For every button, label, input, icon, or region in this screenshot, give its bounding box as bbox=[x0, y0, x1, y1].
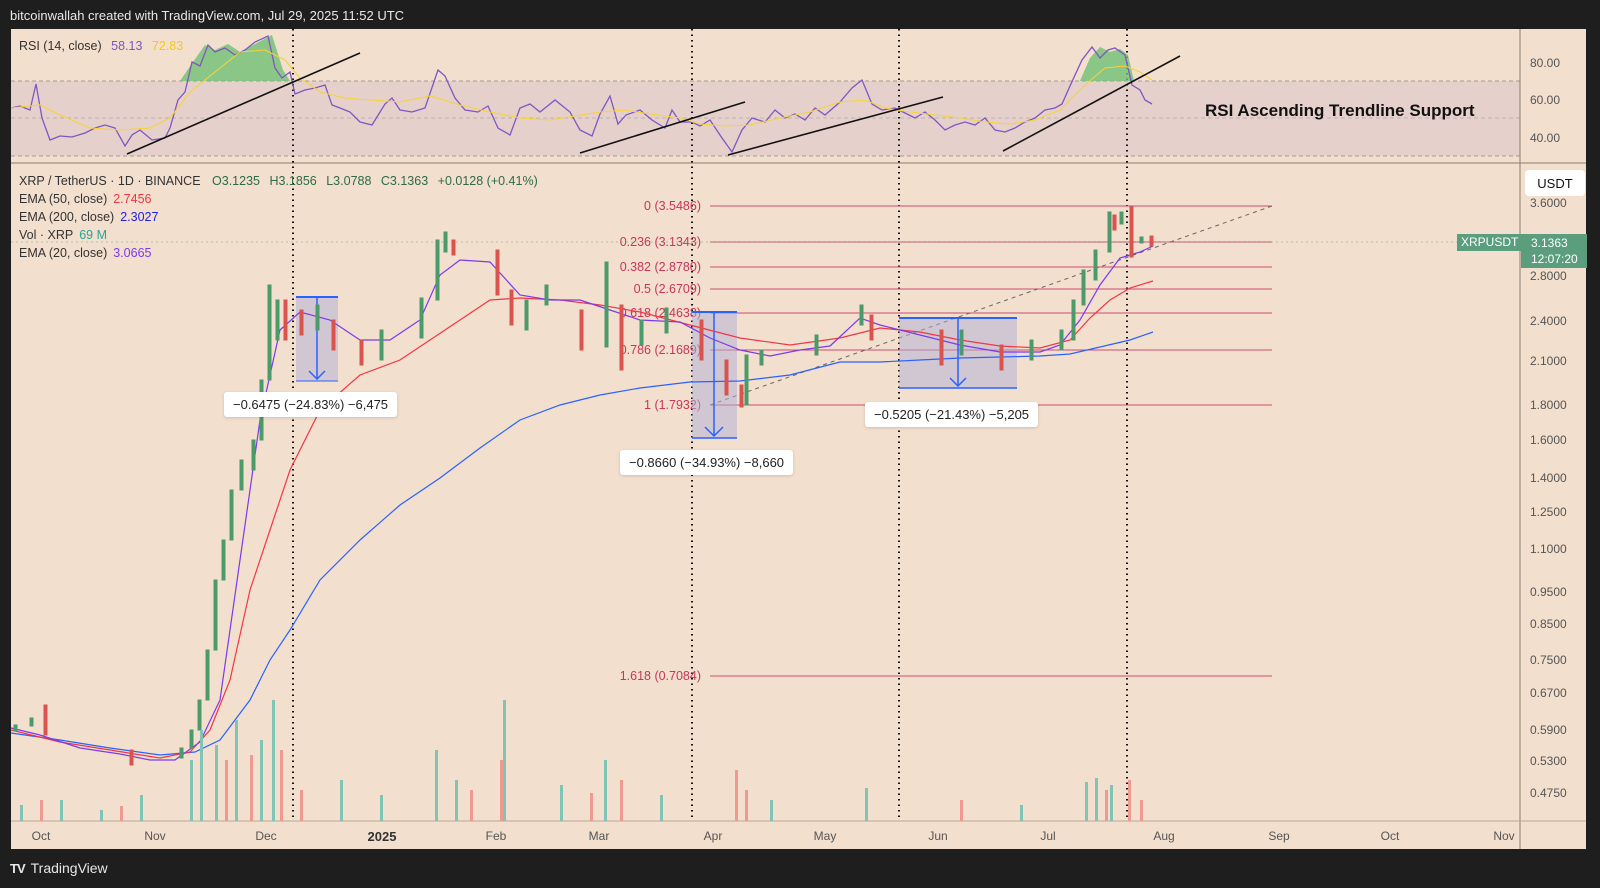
price-ytick: 1.6000 bbox=[1530, 433, 1567, 447]
time-xtick: Apr bbox=[703, 829, 723, 843]
ohlc-high: H3.1856 bbox=[269, 174, 317, 188]
ohlc-close: C3.1363 bbox=[380, 174, 429, 188]
price-ytick: 0.9500 bbox=[1530, 585, 1567, 599]
indicator-ema200[interactable]: EMA (200, close) 2.3027 bbox=[19, 208, 538, 226]
rsi-ytick: 40.00 bbox=[1530, 131, 1561, 145]
price-ytick: 2.1000 bbox=[1530, 354, 1567, 368]
fib-lines bbox=[710, 205, 1272, 677]
symbol-row[interactable]: XRP / TetherUS · 1D · BINANCE O3.1235 H3… bbox=[19, 172, 538, 190]
indicator-value: 2.3027 bbox=[120, 210, 159, 224]
rsi-ytick: 80.00 bbox=[1530, 56, 1561, 70]
time-xtick: Jun bbox=[928, 829, 948, 843]
indicator-value: 69 M bbox=[79, 228, 107, 242]
time-xtick: Mar bbox=[588, 829, 610, 843]
svg-text:0.5 (2.6709): 0.5 (2.6709) bbox=[634, 282, 701, 296]
indicator-label: EMA (20, close) bbox=[19, 246, 108, 260]
price-ytick: 0.6700 bbox=[1530, 686, 1567, 700]
drawdown-label: −0.8660 (−34.93%) −8,660 bbox=[620, 450, 794, 475]
bar-countdown: 12:07:20 bbox=[1531, 252, 1578, 266]
rsi-ma-line bbox=[10, 49, 1153, 131]
svg-text:0.236 (3.1343): 0.236 (3.1343) bbox=[620, 235, 701, 249]
price-ytick: 2.8000 bbox=[1530, 269, 1567, 283]
price-ytick: 1.1000 bbox=[1530, 542, 1567, 556]
ema50-line bbox=[10, 280, 1154, 759]
price-ytick: 0.8500 bbox=[1530, 617, 1567, 631]
time-xtick: Dec bbox=[255, 829, 277, 843]
rsi-ytick: 60.00 bbox=[1530, 93, 1561, 107]
candles bbox=[13, 206, 1154, 766]
price-ytick: 0.5300 bbox=[1530, 754, 1567, 768]
time-xtick: 2025 bbox=[367, 829, 397, 844]
drawdown-label: −0.6475 (−24.83%) −6,475 bbox=[224, 392, 398, 417]
indicator-value: 3.0665 bbox=[113, 246, 152, 260]
price-ytick: 1.8000 bbox=[1530, 398, 1567, 412]
ohlc-change: +0.0128 (+0.41%) bbox=[437, 174, 538, 188]
ohlc-open: O3.1235 bbox=[212, 174, 260, 188]
time-xtick: Oct bbox=[31, 829, 51, 843]
rsi-band bbox=[11, 81, 1520, 156]
ema200-line bbox=[10, 331, 1154, 756]
svg-text:0.382 (2.8780): 0.382 (2.8780) bbox=[620, 260, 701, 274]
price-ytick: 2.4000 bbox=[1530, 314, 1567, 328]
time-xtick: Oct bbox=[1380, 829, 1400, 843]
time-xtick: Nov bbox=[144, 829, 166, 843]
symbol-label: XRP / TetherUS · 1D · BINANCE bbox=[19, 174, 201, 188]
tradingview-branding[interactable]: TV TradingView bbox=[10, 860, 108, 876]
time-xtick: Aug bbox=[1153, 829, 1175, 843]
drawdown-label: −0.5205 (−21.43%) −5,205 bbox=[865, 402, 1039, 427]
svg-text:0 (3.5486): 0 (3.5486) bbox=[644, 199, 701, 213]
chart-credit: bitcoinwallah created with TradingView.c… bbox=[10, 8, 405, 23]
ema20-line bbox=[10, 245, 1154, 761]
currency-button[interactable]: USDT bbox=[1525, 170, 1585, 196]
symbol-price-tag: XRPUSDT bbox=[1457, 234, 1523, 251]
volume-bars bbox=[20, 700, 1143, 821]
rsi-label: RSI (14, close) bbox=[19, 39, 102, 53]
price-ytick: 1.4000 bbox=[1530, 471, 1567, 485]
indicator-value: 2.7456 bbox=[113, 192, 152, 206]
time-xtick: Jul bbox=[1040, 829, 1056, 843]
price-ytick: 0.5900 bbox=[1530, 723, 1567, 737]
svg-text:1.618 (0.7084): 1.618 (0.7084) bbox=[620, 669, 701, 683]
rsi-annotation: RSI Ascending Trendline Support bbox=[1205, 101, 1475, 120]
price-ytick: 1.2500 bbox=[1530, 505, 1567, 519]
main-legend[interactable]: XRP / TetherUS · 1D · BINANCE O3.1235 H3… bbox=[19, 172, 538, 262]
indicator-volume[interactable]: Vol · XRP 69 M bbox=[19, 226, 538, 244]
last-price-tag: 3.1363 12:07:20 bbox=[1521, 234, 1587, 268]
rsi-trendlines bbox=[126, 52, 1181, 156]
price-ytick: 3.6000 bbox=[1530, 196, 1567, 210]
indicator-label: EMA (50, close) bbox=[19, 192, 108, 206]
fib-labels: 0 (3.5486) 0.236 (3.1343) 0.382 (2.8780)… bbox=[620, 199, 701, 683]
last-price: 3.1363 bbox=[1531, 236, 1568, 250]
indicator-ema20[interactable]: EMA (20, close) 3.0665 bbox=[19, 244, 538, 262]
time-xtick: May bbox=[813, 829, 837, 843]
ohlc-low: L3.0788 bbox=[326, 174, 372, 188]
price-ytick: 0.4750 bbox=[1530, 786, 1567, 800]
time-xtick: Nov bbox=[1493, 829, 1515, 843]
brand-name: TradingView bbox=[30, 860, 108, 876]
indicator-ema50[interactable]: EMA (50, close) 2.7456 bbox=[19, 190, 538, 208]
svg-text:0.618 (2.4638): 0.618 (2.4638) bbox=[620, 306, 701, 320]
rsi-ma-value: 72.83 bbox=[151, 39, 184, 53]
svg-text:1 (1.7932): 1 (1.7932) bbox=[644, 398, 701, 412]
svg-text:0.786 (2.1689): 0.786 (2.1689) bbox=[620, 343, 701, 357]
tradingview-logo-icon: TV bbox=[10, 860, 26, 876]
price-ytick: 0.7500 bbox=[1530, 653, 1567, 667]
time-xtick: Feb bbox=[485, 829, 507, 843]
rsi-legend[interactable]: RSI (14, close) 58.13 72.83 bbox=[19, 37, 183, 55]
time-xtick: Sep bbox=[1268, 829, 1290, 843]
indicator-label: Vol · XRP bbox=[19, 228, 74, 242]
rsi-value: 58.13 bbox=[111, 39, 143, 53]
indicator-label: EMA (200, close) bbox=[19, 210, 115, 224]
